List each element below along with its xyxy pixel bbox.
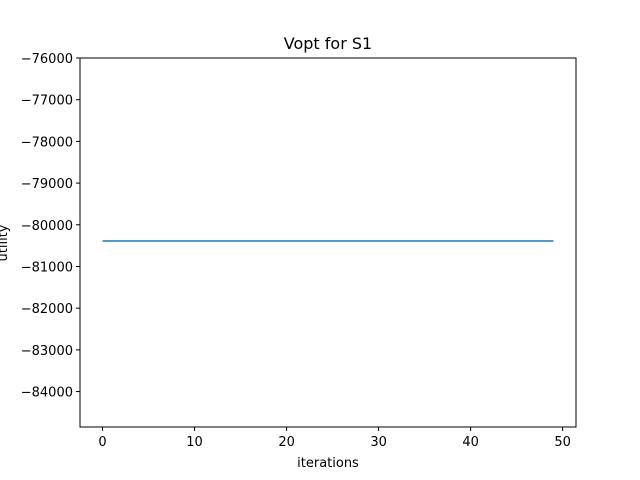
- x-tick-label: 30: [370, 435, 387, 450]
- y-axis-label: utility: [0, 224, 11, 261]
- plot-area: [79, 57, 577, 428]
- y-tick-label: −78000: [21, 135, 73, 150]
- x-tick-label: 40: [462, 435, 479, 450]
- chart-title: Vopt for S1: [284, 34, 372, 53]
- y-tick-label: −82000: [21, 302, 73, 317]
- y-tick-label: −81000: [21, 260, 73, 275]
- x-tick-label: 50: [554, 435, 571, 450]
- y-tick-label: −84000: [21, 386, 73, 401]
- x-tick-label: 20: [278, 435, 295, 450]
- y-tick-label: −76000: [21, 52, 73, 67]
- x-axis: 0 10 20 30 40 50: [98, 427, 571, 450]
- y-tick-label: −83000: [21, 344, 73, 359]
- y-axis: −84000 −83000 −82000 −81000 −80000 −79000 −780…: [21, 52, 80, 401]
- y-tick-label: −79000: [21, 177, 73, 192]
- x-tick-label: 10: [186, 435, 203, 450]
- x-tick-label: 0: [98, 435, 106, 450]
- y-tick-label: −80000: [21, 219, 73, 234]
- y-tick-label: −77000: [21, 94, 73, 109]
- x-axis-label: iterations: [297, 456, 359, 471]
